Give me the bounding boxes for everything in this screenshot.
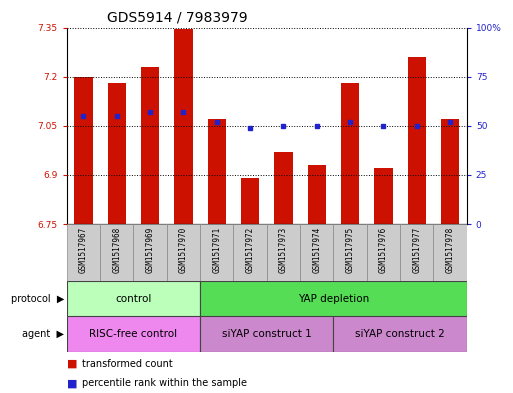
Text: percentile rank within the sample: percentile rank within the sample — [82, 378, 247, 388]
Text: GDS5914 / 7983979: GDS5914 / 7983979 — [107, 11, 247, 25]
Bar — [400, 224, 433, 281]
Text: GSM1517978: GSM1517978 — [446, 227, 455, 273]
Bar — [74, 77, 92, 224]
Text: GSM1517976: GSM1517976 — [379, 227, 388, 273]
Bar — [241, 178, 259, 224]
Text: protocol  ▶: protocol ▶ — [11, 294, 64, 304]
Text: control: control — [115, 294, 151, 304]
Text: GSM1517974: GSM1517974 — [312, 227, 321, 273]
Text: ■: ■ — [67, 358, 77, 369]
Text: GSM1517971: GSM1517971 — [212, 227, 221, 273]
Text: GSM1517970: GSM1517970 — [179, 227, 188, 273]
Bar — [200, 224, 233, 281]
Bar — [433, 224, 467, 281]
Bar — [408, 57, 426, 224]
Bar — [374, 168, 392, 224]
Text: RISC-free control: RISC-free control — [89, 329, 177, 339]
Text: GSM1517973: GSM1517973 — [279, 227, 288, 273]
Bar — [67, 316, 200, 352]
Bar — [267, 224, 300, 281]
Text: GSM1517975: GSM1517975 — [346, 227, 354, 273]
Bar — [333, 316, 467, 352]
Text: transformed count: transformed count — [82, 358, 173, 369]
Text: GSM1517972: GSM1517972 — [246, 227, 254, 273]
Bar — [208, 119, 226, 224]
Bar — [333, 224, 367, 281]
Bar — [200, 281, 467, 316]
Text: ■: ■ — [67, 378, 77, 388]
Bar — [67, 281, 200, 316]
Text: siYAP construct 1: siYAP construct 1 — [222, 329, 311, 339]
Bar — [67, 224, 100, 281]
Bar — [174, 29, 192, 224]
Bar — [100, 224, 133, 281]
Bar — [233, 224, 267, 281]
Text: siYAP construct 2: siYAP construct 2 — [356, 329, 445, 339]
Text: GSM1517977: GSM1517977 — [412, 227, 421, 273]
Text: GSM1517968: GSM1517968 — [112, 227, 121, 273]
Bar — [141, 67, 159, 224]
Bar — [108, 83, 126, 224]
Text: GSM1517969: GSM1517969 — [146, 227, 154, 273]
Bar — [367, 224, 400, 281]
Bar — [441, 119, 459, 224]
Bar — [308, 165, 326, 224]
Bar — [341, 83, 359, 224]
Bar — [300, 224, 333, 281]
Bar — [133, 224, 167, 281]
Text: YAP depletion: YAP depletion — [298, 294, 369, 304]
Bar — [274, 152, 292, 224]
Text: agent  ▶: agent ▶ — [22, 329, 64, 339]
Bar — [200, 316, 333, 352]
Text: GSM1517967: GSM1517967 — [79, 227, 88, 273]
Bar — [167, 224, 200, 281]
